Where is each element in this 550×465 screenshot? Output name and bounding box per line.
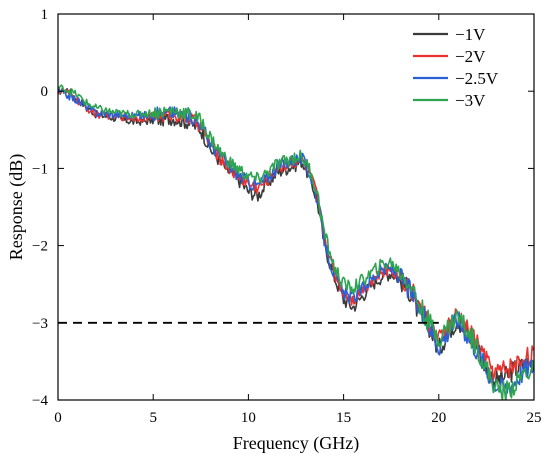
series-line <box>58 86 534 389</box>
legend: −1V −2V −2.5V −3V <box>413 25 499 110</box>
legend-label: −1V <box>455 25 486 44</box>
x-tick-label: 10 <box>241 410 256 426</box>
y-tick-label: 0 <box>41 84 49 100</box>
x-tick-label: 0 <box>54 410 62 426</box>
y-tick-label: −4 <box>32 393 48 409</box>
plot-frame <box>57 13 535 401</box>
legend-label: −3V <box>455 91 486 110</box>
legend-label: −2.5V <box>455 69 499 88</box>
y-tick-label: −2 <box>32 239 48 255</box>
series-line <box>58 87 534 396</box>
legend-label: −2V <box>455 47 486 66</box>
y-axis-label: Response (dB) <box>6 154 27 261</box>
x-axis-label: Frequency (GHz) <box>233 433 359 454</box>
series-layer <box>58 84 534 400</box>
y-tick-label: −1 <box>32 161 48 177</box>
x-tick-label: 15 <box>336 410 351 426</box>
series-line <box>58 88 534 381</box>
x-tick-label: 5 <box>149 410 157 426</box>
series-line <box>58 84 534 400</box>
y-tick-label: −3 <box>32 316 48 332</box>
x-tick-label: 20 <box>431 410 446 426</box>
x-tick-label: 25 <box>527 410 542 426</box>
y-tick-label: 1 <box>41 7 49 23</box>
